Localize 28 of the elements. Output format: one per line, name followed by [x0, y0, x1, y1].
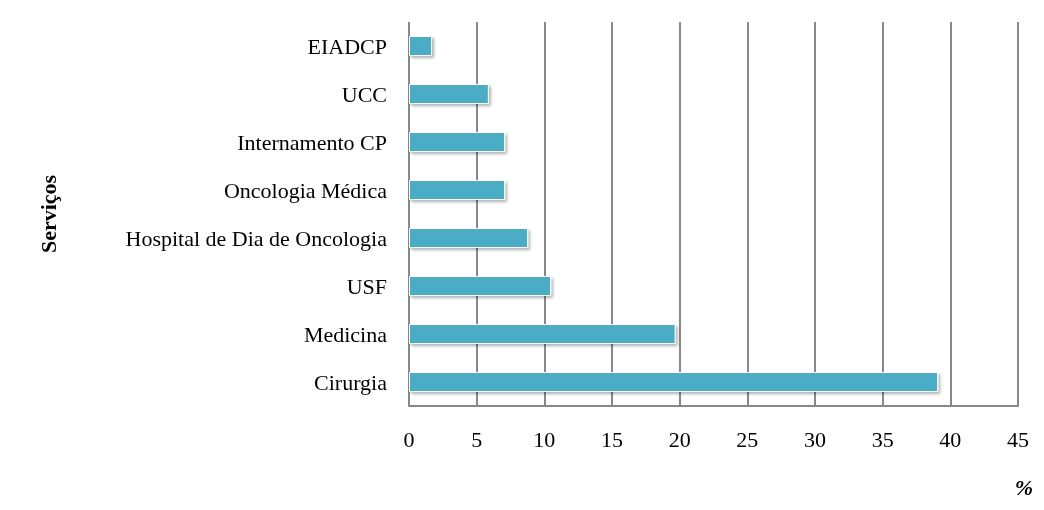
x-tick-label: 20 — [668, 426, 691, 452]
x-tick-label: 30 — [804, 426, 826, 452]
x-axis-title: % — [1014, 474, 1033, 500]
y-tick-label: USF — [346, 273, 387, 299]
y-tick-label: EIADCP — [307, 33, 387, 59]
bar — [409, 132, 506, 152]
x-tick-label: 0 — [403, 426, 415, 452]
y-tick-label: Hospital de Dia de Oncologia — [125, 225, 388, 251]
y-axis-title: Serviços — [35, 174, 61, 254]
x-tick-label: 25 — [736, 426, 759, 452]
bar — [409, 36, 433, 56]
x-tick-label: 35 — [871, 426, 894, 452]
bar — [409, 228, 529, 248]
bar — [409, 324, 676, 344]
y-tick-label: UCC — [341, 81, 387, 107]
bar — [409, 84, 489, 104]
x-tick-label: 5 — [471, 426, 483, 452]
y-tick-label: Cirurgia — [314, 369, 388, 395]
bar — [409, 372, 939, 392]
y-tick-label: Oncologia Médica — [223, 177, 388, 203]
y-tick-label: Medicina — [303, 321, 388, 347]
x-tick-label: 10 — [533, 426, 556, 452]
bar — [409, 276, 552, 296]
bar — [409, 180, 506, 200]
y-tick-label: Internamento CP — [237, 129, 387, 155]
x-tick-label: 15 — [601, 426, 623, 452]
x-tick-label: 45 — [1007, 426, 1029, 452]
x-tick-label: 40 — [939, 426, 962, 452]
